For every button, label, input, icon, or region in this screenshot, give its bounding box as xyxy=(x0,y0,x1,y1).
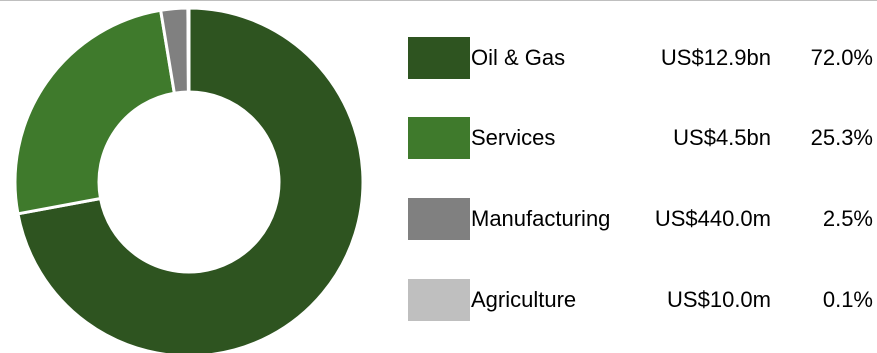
legend-swatch-agriculture xyxy=(408,279,470,321)
legend-percent-oil-gas: 72.0% xyxy=(810,45,873,70)
legend-swatch-services xyxy=(408,117,470,159)
legend-percent-services: 25.3% xyxy=(810,125,873,150)
legend-percent-agriculture: 0.1% xyxy=(822,287,873,312)
donut-slice-oil-gas xyxy=(16,6,365,353)
legend-label-services: Services xyxy=(471,125,556,150)
donut-slice-services xyxy=(13,8,176,216)
donut-chart xyxy=(13,6,365,353)
legend-swatch-oil-gas xyxy=(408,37,470,79)
legend-amount-oil-gas: US$12.9bn xyxy=(660,45,771,70)
legend-swatch-manufacturing xyxy=(408,198,470,240)
top-border xyxy=(0,0,877,1)
legend-item-oil-gas: Oil & Gas US$12.9bn 72.0% xyxy=(408,37,877,81)
legend-amount-services: US$4.5bn xyxy=(673,125,771,150)
legend-amount-agriculture: US$10.0m xyxy=(667,287,771,312)
legend-amount-manufacturing: US$440.0m xyxy=(654,206,771,231)
legend-item-agriculture: Agriculture US$10.0m 0.1% xyxy=(408,279,877,323)
legend-item-services: Services US$4.5bn 25.3% xyxy=(408,117,877,161)
legend: Oil & Gas US$12.9bn 72.0% Services US$4.… xyxy=(408,0,877,353)
legend-label-oil-gas: Oil & Gas xyxy=(471,45,566,70)
donut-slice-agriculture xyxy=(186,6,191,94)
legend-label-agriculture: Agriculture xyxy=(471,287,577,312)
legend-item-manufacturing: Manufacturing US$440.0m 2.5% xyxy=(408,198,877,242)
legend-label-manufacturing: Manufacturing xyxy=(471,206,611,231)
legend-percent-manufacturing: 2.5% xyxy=(822,206,873,231)
